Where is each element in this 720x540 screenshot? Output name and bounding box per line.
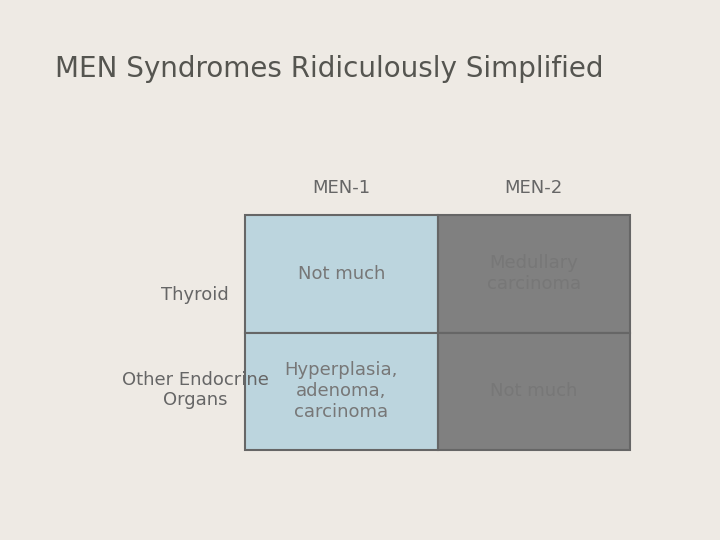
Bar <box>438 333 630 450</box>
Text: MEN-2: MEN-2 <box>505 179 563 197</box>
Text: Not much: Not much <box>490 382 577 400</box>
Text: Thyroid: Thyroid <box>161 286 229 304</box>
Text: Hyperplasia,
adenoma,
carcinoma: Hyperplasia, adenoma, carcinoma <box>284 361 398 421</box>
Bar <box>438 215 630 333</box>
Text: Other Endocrine
Organs: Other Endocrine Organs <box>122 370 269 409</box>
Text: Medullary
carcinoma: Medullary carcinoma <box>487 254 581 293</box>
Text: MEN-1: MEN-1 <box>312 179 370 197</box>
Bar <box>245 215 438 333</box>
Bar <box>245 333 438 450</box>
Text: Not much: Not much <box>297 265 385 283</box>
Text: MEN Syndromes Ridiculously Simplified: MEN Syndromes Ridiculously Simplified <box>55 55 603 83</box>
